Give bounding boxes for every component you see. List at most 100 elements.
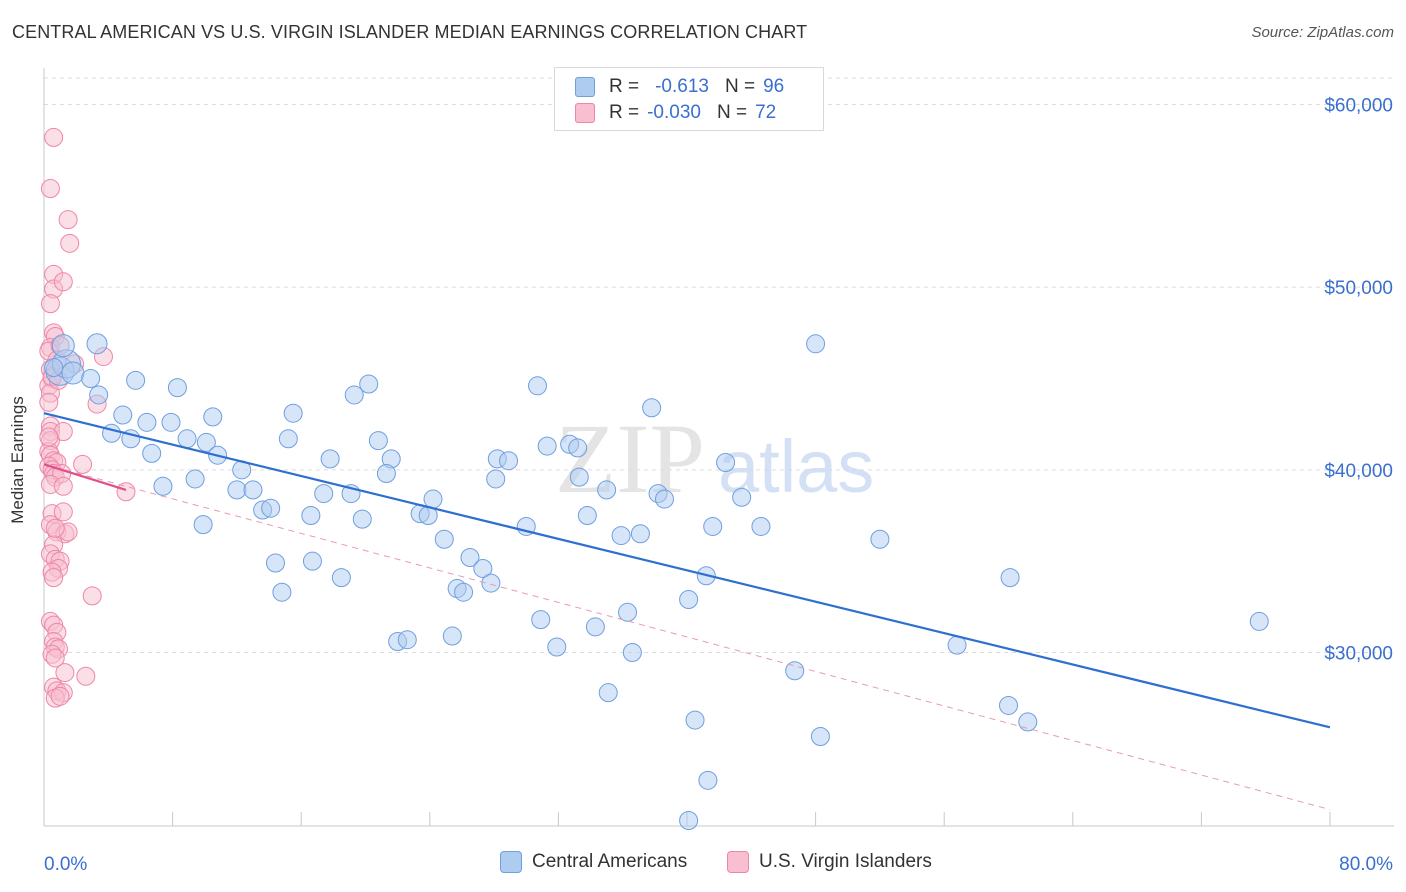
data-point <box>423 489 443 509</box>
data-point <box>732 487 752 507</box>
data-point <box>126 370 146 390</box>
data-point <box>751 516 771 536</box>
legend-r-value: -0.613 <box>655 76 709 97</box>
data-point <box>45 648 65 668</box>
data-point <box>272 582 292 602</box>
data-point <box>177 429 197 449</box>
watermark: ZIP atlas <box>555 403 874 514</box>
data-point <box>598 683 618 703</box>
data-point <box>499 451 519 471</box>
legend-swatch-central <box>575 77 595 97</box>
data-point <box>716 453 736 473</box>
data-point <box>89 385 109 405</box>
data-point <box>40 294 60 314</box>
trend-line-virgin-extended <box>43 463 1331 811</box>
data-point <box>785 661 805 681</box>
series-legend: Central Americans U.S. Virgin Islanders <box>0 851 1406 877</box>
data-point <box>685 710 705 730</box>
legend-row-central: R = -0.613 N = 96 <box>575 74 784 100</box>
data-point <box>654 489 674 509</box>
data-point <box>265 553 285 573</box>
data-point <box>116 482 136 502</box>
legend-item-virgin[interactable]: U.S. Virgin Islanders <box>727 851 932 873</box>
data-point <box>810 727 830 747</box>
x-tick-label: 80.0% <box>1339 854 1393 875</box>
legend-n-value: 72 <box>755 102 777 123</box>
legend-r-value: -0.030 <box>647 102 701 123</box>
data-point <box>261 498 281 518</box>
data-point <box>39 427 59 447</box>
data-point <box>568 438 588 458</box>
data-point <box>1249 611 1269 631</box>
data-point <box>39 392 59 412</box>
data-point <box>442 626 462 646</box>
source-label: Source: ZipAtlas.com <box>1251 24 1394 41</box>
data-point <box>73 454 93 474</box>
data-point <box>203 407 223 427</box>
data-point <box>53 272 73 292</box>
data-point <box>679 811 699 831</box>
data-point <box>142 443 162 463</box>
legend-n-label: N = <box>716 102 748 123</box>
watermark-zip: ZIP <box>555 403 705 514</box>
data-point <box>44 568 64 588</box>
trend-lines <box>43 412 1331 811</box>
data-point <box>547 637 567 657</box>
legend-item-central[interactable]: Central Americans <box>500 851 687 873</box>
data-point <box>344 385 364 405</box>
data-point <box>679 590 699 610</box>
chart-title: CENTRAL AMERICAN VS U.S. VIRGIN ISLANDER… <box>12 22 808 42</box>
data-point <box>161 412 181 432</box>
data-point <box>60 233 80 253</box>
data-point <box>597 480 617 500</box>
data-point <box>359 374 379 394</box>
data-point <box>53 502 73 522</box>
data-point <box>167 378 187 398</box>
tick-labels: $30,000 $40,000 $50,000 $60,000 0.0% 80.0% <box>44 96 1393 875</box>
y-tick-label: $30,000 <box>1324 643 1393 664</box>
data-point <box>53 476 73 496</box>
data-point <box>352 509 372 529</box>
data-point <box>137 412 157 432</box>
data-point <box>397 630 417 650</box>
data-point <box>44 358 64 378</box>
data-point <box>82 586 102 606</box>
legend-label-central: Central Americans <box>532 851 688 872</box>
data-point <box>86 333 108 355</box>
data-point <box>278 429 298 449</box>
y-axis-label: Median Earnings <box>8 396 27 524</box>
data-point <box>81 369 101 389</box>
y-tick-label: $40,000 <box>1324 461 1393 482</box>
data-point <box>999 695 1018 715</box>
data-point <box>44 127 64 147</box>
data-point <box>243 480 263 500</box>
data-point <box>55 663 75 683</box>
data-point <box>368 431 388 451</box>
data-point <box>185 469 205 489</box>
data-point <box>806 334 826 354</box>
data-point <box>611 526 631 546</box>
data-point <box>618 602 638 622</box>
data-point <box>569 467 589 487</box>
data-point <box>40 179 60 199</box>
data-point <box>376 463 396 483</box>
data-point <box>486 469 506 489</box>
y-tick-label: $50,000 <box>1324 278 1393 299</box>
data-point <box>434 529 454 549</box>
data-point <box>76 666 96 686</box>
legend-n-value: 96 <box>763 76 785 97</box>
data-point <box>283 403 303 423</box>
data-point <box>630 524 650 544</box>
data-point <box>320 449 340 469</box>
data-point <box>698 770 718 790</box>
data-point <box>1018 712 1038 732</box>
gridlines <box>44 77 1394 653</box>
data-point <box>61 361 85 385</box>
data-point <box>537 436 557 456</box>
legend-label-virgin: U.S. Virgin Islanders <box>759 851 932 872</box>
data-point <box>58 210 78 230</box>
data-point <box>870 529 890 549</box>
data-point <box>531 610 551 630</box>
data-point <box>585 617 605 637</box>
